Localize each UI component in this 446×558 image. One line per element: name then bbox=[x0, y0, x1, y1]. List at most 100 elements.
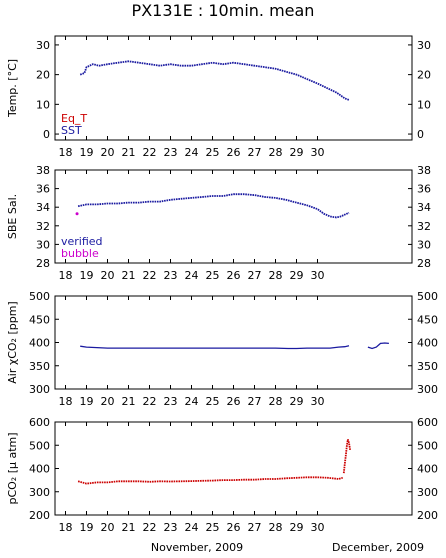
panel-3: 1819202122232425262728293012342002003003… bbox=[6, 416, 438, 534]
x-tick-label: 26 bbox=[227, 521, 241, 534]
y-tick-label-left: 500 bbox=[29, 290, 50, 303]
y-tick-label-right: 20 bbox=[417, 69, 431, 82]
month-label-november: November, 2009 bbox=[151, 541, 243, 554]
x-tick-label: 18 bbox=[59, 269, 73, 282]
month-label-december: December, 2009 bbox=[332, 541, 424, 554]
y-tick-label-right: 30 bbox=[417, 39, 431, 52]
x-tick-label: 24 bbox=[185, 395, 199, 408]
y-tick-label-right: 500 bbox=[417, 439, 438, 452]
x-tick-label: 28 bbox=[269, 395, 283, 408]
x-tick-label: 23 bbox=[164, 521, 178, 534]
y-tick-label-left: 200 bbox=[29, 509, 50, 522]
x-tick-label: 19 bbox=[80, 395, 94, 408]
y-tick-label-right: 0 bbox=[417, 128, 424, 141]
y-tick-label-right: 36 bbox=[417, 183, 431, 196]
y-tick-label-left: 400 bbox=[29, 337, 50, 350]
y-tick-label-left: 500 bbox=[29, 439, 50, 452]
x-tick-label: 24 bbox=[185, 146, 199, 159]
series-point-1-0 bbox=[75, 212, 79, 216]
y-tick-label-left: 300 bbox=[29, 486, 50, 499]
x-tick-label: 20 bbox=[101, 146, 115, 159]
x-tick-label: 22 bbox=[143, 521, 157, 534]
y-tick-label-left: 0 bbox=[43, 128, 50, 141]
x-tick-label: 22 bbox=[143, 146, 157, 159]
y-tick-label-right: 34 bbox=[417, 201, 431, 214]
plot-frame bbox=[54, 421, 413, 516]
y-tick-label-right: 32 bbox=[417, 220, 431, 233]
x-tick-label: 22 bbox=[143, 395, 157, 408]
x-tick-label: 23 bbox=[164, 146, 178, 159]
y-tick-label-left: 600 bbox=[29, 416, 50, 429]
plot-frame bbox=[54, 35, 413, 141]
x-tick-label: 20 bbox=[101, 521, 115, 534]
x-tick-label: 30 bbox=[311, 521, 325, 534]
legend-entry: SST bbox=[61, 124, 82, 137]
y-tick-label-left: 30 bbox=[36, 39, 50, 52]
y-tick-label-left: 38 bbox=[36, 164, 50, 177]
x-tick-label: 25 bbox=[206, 146, 220, 159]
x-tick-label: 27 bbox=[248, 269, 262, 282]
x-tick-label: 29 bbox=[290, 269, 304, 282]
y-tick-label-right: 300 bbox=[417, 383, 438, 396]
y-tick-label-right: 400 bbox=[417, 337, 438, 350]
y-tick-label-right: 450 bbox=[417, 313, 438, 326]
y-tick-label-right: 300 bbox=[417, 486, 438, 499]
y-tick-label-left: 350 bbox=[29, 360, 50, 373]
y-tick-label-left: 36 bbox=[36, 183, 50, 196]
x-tick-label: 27 bbox=[248, 521, 262, 534]
y-tick-label-right: 600 bbox=[417, 416, 438, 429]
x-tick-label: 23 bbox=[164, 395, 178, 408]
x-tick-label: 21 bbox=[122, 269, 136, 282]
x-tick-label: 27 bbox=[248, 395, 262, 408]
panel-2: 1819202122232425262728293012343003003503… bbox=[6, 290, 438, 408]
y-tick-label-left: 34 bbox=[36, 201, 50, 214]
y-tick-label-left: 10 bbox=[36, 98, 50, 111]
x-tick-label: 21 bbox=[122, 395, 136, 408]
legend-entry: Eq_T bbox=[61, 112, 87, 125]
y-axis-label: Temp. [°C] bbox=[6, 59, 19, 118]
y-tick-label-right: 500 bbox=[417, 290, 438, 303]
x-tick-label: 25 bbox=[206, 269, 220, 282]
series-line-0-0 bbox=[80, 345, 350, 350]
x-tick-label: 23 bbox=[164, 269, 178, 282]
y-tick-label-right: 400 bbox=[417, 463, 438, 476]
y-tick-label-left: 28 bbox=[36, 257, 50, 270]
x-tick-label: 26 bbox=[227, 395, 241, 408]
y-axis-label: Air χCO₂ [ppm] bbox=[6, 301, 19, 383]
series-line-0-1 bbox=[367, 342, 389, 350]
y-axis-label: pCO₂ [μ atm] bbox=[6, 432, 19, 504]
x-tick-label: 18 bbox=[59, 146, 73, 159]
series-line-0-0 bbox=[79, 60, 350, 101]
x-tick-label: 30 bbox=[311, 395, 325, 408]
x-tick-label: 19 bbox=[80, 146, 94, 159]
series-line-0-1 bbox=[342, 439, 351, 474]
y-tick-label-left: 30 bbox=[36, 238, 50, 251]
y-axis-label: SBE Sal. bbox=[6, 194, 19, 239]
x-tick-label: 19 bbox=[80, 521, 94, 534]
x-tick-label: 21 bbox=[122, 521, 136, 534]
x-tick-label: 28 bbox=[269, 269, 283, 282]
y-tick-label-left: 32 bbox=[36, 220, 50, 233]
panel-1: 1819202122232425262728293012342828303032… bbox=[6, 164, 431, 282]
legend-entry: bubble bbox=[61, 247, 99, 260]
x-tick-label: 29 bbox=[290, 521, 304, 534]
series-line-0-0 bbox=[77, 476, 343, 485]
y-tick-label-right: 10 bbox=[417, 98, 431, 111]
x-tick-label: 30 bbox=[311, 269, 325, 282]
x-tick-label: 20 bbox=[101, 395, 115, 408]
y-tick-label-right: 200 bbox=[417, 509, 438, 522]
x-tick-label: 21 bbox=[122, 146, 136, 159]
x-tick-label: 26 bbox=[227, 146, 241, 159]
y-tick-label-left: 20 bbox=[36, 69, 50, 82]
plot-frame bbox=[54, 295, 413, 390]
y-tick-label-right: 350 bbox=[417, 360, 438, 373]
panels: 1819202122232425262728293012340010102020… bbox=[6, 35, 438, 534]
x-tick-label: 28 bbox=[269, 521, 283, 534]
x-tick-label: 19 bbox=[80, 269, 94, 282]
x-tick-label: 26 bbox=[227, 269, 241, 282]
x-tick-label: 22 bbox=[143, 269, 157, 282]
x-tick-label: 30 bbox=[311, 146, 325, 159]
series-line-0-0 bbox=[77, 193, 350, 219]
y-tick-label-right: 28 bbox=[417, 257, 431, 270]
